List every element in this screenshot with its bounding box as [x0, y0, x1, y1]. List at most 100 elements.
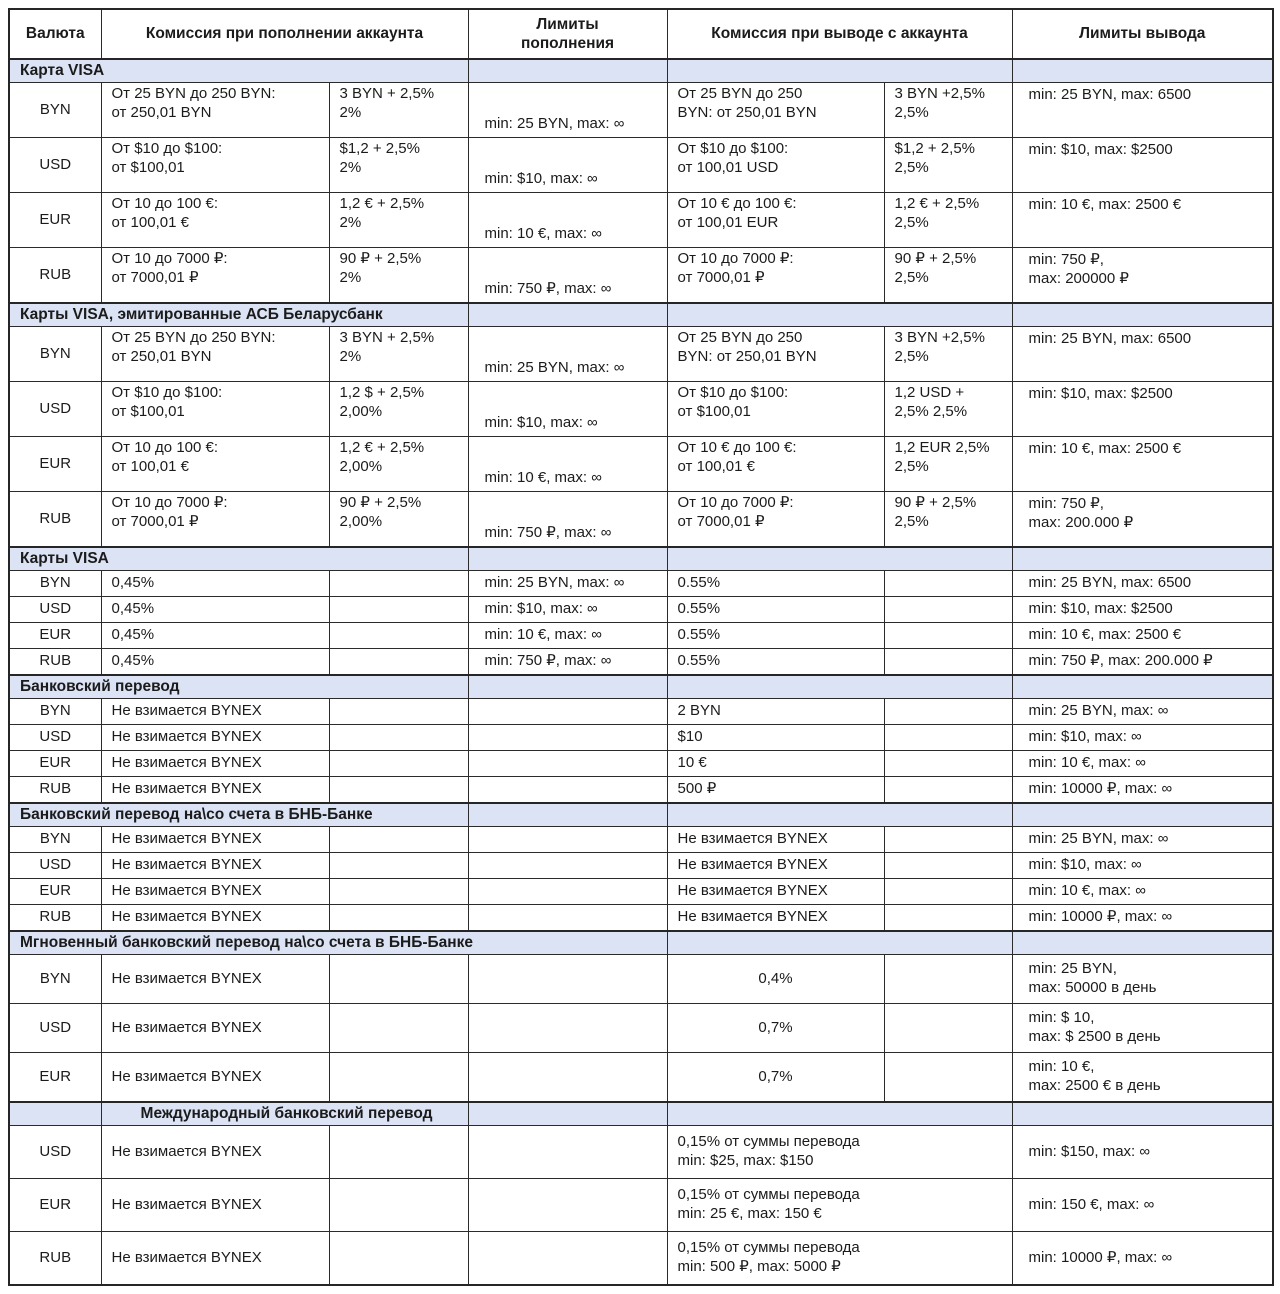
section-header-row: Международный банковский перевод	[8, 1101, 1274, 1126]
cell-withdraw-commission: 0,15% от суммы перевода min: $25, max: $…	[666, 1125, 1013, 1179]
section-blank-cell	[1011, 1101, 1274, 1126]
table-body: Карта VISA BYN От 25 BYN до 250 BYN: от 25…	[8, 58, 1274, 1286]
cell-currency: EUR	[8, 750, 102, 777]
cell-withdraw-commission: От 10 до 7000 ₽: от 7000,01 ₽	[666, 247, 885, 304]
cell-deposit-rate: 3 BYN + 2,5% 2%	[328, 82, 469, 138]
cell-deposit-limit	[467, 904, 668, 932]
table-row: USD Не взимается BYNEX 0,15% от суммы пере…	[8, 1125, 1274, 1179]
cell-deposit-commission: Не взимается BYNEX	[100, 750, 330, 777]
cell-deposit-rate	[328, 852, 469, 879]
cell-deposit-commission: Не взимается BYNEX	[100, 776, 330, 804]
cell-withdraw-limit: min: 750 ₽, max: 200000 ₽	[1011, 247, 1274, 304]
table-row: EUR От 10 до 100 €: от 100,01 €1,2 € + 2,…	[8, 436, 1274, 492]
cell-deposit-commission: Не взимается BYNEX	[100, 724, 330, 751]
cell-withdraw-commission: От 10 до 7000 ₽: от 7000,01 ₽	[666, 491, 885, 548]
cell-withdraw-rate: 1,2 USD + 2,5% 2,5%	[883, 381, 1013, 437]
cell-currency: BYN	[8, 82, 102, 138]
cell-deposit-rate	[328, 596, 469, 623]
section-header-row: Карты VISA, эмитированные АСБ Беларусбан…	[8, 302, 1274, 327]
cell-deposit-rate: 1,2 € + 2,5% 2%	[328, 192, 469, 248]
cell-deposit-commission: Не взимается BYNEX	[100, 1178, 330, 1232]
section-title: Карты VISA, эмитированные АСБ Беларусбан…	[8, 302, 469, 327]
cell-deposit-commission: От 10 до 100 €: от 100,01 €	[100, 436, 330, 492]
table-row: EUR От 10 до 100 €: от 100,01 €1,2 € + 2,…	[8, 192, 1274, 248]
table-row: EUR Не взимается BYNEX 10 € min: 10 €, max:…	[8, 750, 1274, 777]
cell-deposit-rate	[328, 648, 469, 676]
cell-deposit-commission: Не взимается BYNEX	[100, 826, 330, 853]
col-header-deposit-limits: Лимиты пополнения	[467, 8, 668, 60]
cell-withdraw-rate	[883, 698, 1013, 725]
cell-withdraw-commission: 0,7%	[666, 1052, 885, 1103]
cell-withdraw-limit: min: 750 ₽, max: 200.000 ₽	[1011, 491, 1274, 548]
cell-currency: BYN	[8, 954, 102, 1004]
cell-withdraw-limit: min: 25 BYN, max: ∞	[1011, 826, 1274, 853]
cell-deposit-commission: Не взимается BYNEX	[100, 698, 330, 725]
cell-withdraw-commission: 0.55%	[666, 622, 885, 649]
cell-currency: EUR	[8, 1178, 102, 1232]
section-title: Карты VISA	[8, 546, 469, 571]
cell-currency: EUR	[8, 878, 102, 905]
cell-withdraw-limit: min: 25 BYN, max: 6500	[1011, 82, 1274, 138]
cell-withdraw-rate	[883, 1052, 1013, 1103]
cell-deposit-commission: 0,45%	[100, 648, 330, 676]
table-row: USD От $10 до $100: от $100,01 $1,2 + 2,5%…	[8, 137, 1274, 193]
cell-deposit-commission: От 10 до 100 €: от 100,01 €	[100, 192, 330, 248]
cell-currency: RUB	[8, 491, 102, 548]
cell-withdraw-commission: От 10 € до 100 €: от 100,01 EUR	[666, 192, 885, 248]
cell-withdraw-rate	[883, 724, 1013, 751]
cell-deposit-rate	[328, 826, 469, 853]
cell-withdraw-rate	[883, 904, 1013, 932]
cell-deposit-limit	[467, 698, 668, 725]
section-blank-cell	[666, 58, 1013, 83]
fees-table: Валюта Комиссия при пополнении аккаунта …	[8, 8, 1275, 1286]
cell-withdraw-rate: 1,2 € + 2,5% 2,5%	[883, 192, 1013, 248]
cell-deposit-commission: Не взимается BYNEX	[100, 1052, 330, 1103]
section-blank-cell	[467, 674, 668, 699]
cell-currency: USD	[8, 381, 102, 437]
cell-withdraw-limit: min: 150 €, max: ∞	[1011, 1178, 1274, 1232]
cell-withdraw-rate	[883, 776, 1013, 804]
section-blank-cell	[1011, 674, 1274, 699]
section-blank-cell	[666, 802, 1013, 827]
section-blank-cell	[467, 802, 668, 827]
cell-withdraw-limit: min: 10000 ₽, max: ∞	[1011, 904, 1274, 932]
cell-withdraw-limit: min: $150, max: ∞	[1011, 1125, 1274, 1179]
cell-withdraw-limit: min: 10 €, max: 2500 €	[1011, 436, 1274, 492]
cell-currency: USD	[8, 1125, 102, 1179]
section-blank-cell	[1011, 802, 1274, 827]
cell-currency: EUR	[8, 192, 102, 248]
section-blank-cell	[1011, 302, 1274, 327]
cell-deposit-limit	[467, 776, 668, 804]
cell-withdraw-commission: 0.55%	[666, 596, 885, 623]
cell-deposit-rate: 90 ₽ + 2,5% 2%	[328, 247, 469, 304]
cell-deposit-limit: min: $10, max: ∞	[467, 381, 668, 437]
cell-deposit-rate	[328, 878, 469, 905]
table-row: USD От $10 до $100: от $100,01 1,2 $ + 2,5…	[8, 381, 1274, 437]
cell-withdraw-rate	[883, 648, 1013, 676]
table-row: USD Не взимается BYNEX $10 min: $10, max: ∞	[8, 724, 1274, 751]
cell-withdraw-commission: 0.55%	[666, 648, 885, 676]
cell-withdraw-commission: Не взимается BYNEX	[666, 878, 885, 905]
cell-withdraw-rate: 90 ₽ + 2,5% 2,5%	[883, 247, 1013, 304]
cell-deposit-rate	[328, 750, 469, 777]
cell-currency: EUR	[8, 622, 102, 649]
cell-withdraw-limit: min: $10, max: ∞	[1011, 852, 1274, 879]
table-row: BYN 0,45% min: 25 BYN, max: ∞ 0.55% min: 25 …	[8, 570, 1274, 597]
col-header-deposit-commission: Комиссия при пополнении аккаунта	[100, 8, 469, 60]
table-row: BYN От 25 BYN до 250 BYN: от 250,01 BYN 3 …	[8, 82, 1274, 138]
section-header-row: Мгновенный банковский перевод на\со счет…	[8, 930, 1274, 955]
cell-withdraw-limit: min: $10, max: $2500	[1011, 137, 1274, 193]
cell-currency: USD	[8, 137, 102, 193]
section-title: Международный банковский перевод	[100, 1101, 469, 1126]
cell-withdraw-limit: min: 25 BYN, max: 50000 в день	[1011, 954, 1274, 1004]
cell-withdraw-commission: Не взимается BYNEX	[666, 904, 885, 932]
section-blank-cell	[467, 58, 668, 83]
cell-currency: EUR	[8, 436, 102, 492]
cell-deposit-rate	[328, 1231, 469, 1286]
cell-deposit-rate	[328, 954, 469, 1004]
cell-deposit-limit: min: $10, max: ∞	[467, 596, 668, 623]
cell-withdraw-commission: 0,15% от суммы перевода min: 25 €, max: …	[666, 1178, 1013, 1232]
cell-deposit-commission: Не взимается BYNEX	[100, 878, 330, 905]
section-blank-cell	[1011, 546, 1274, 571]
cell-deposit-limit	[467, 878, 668, 905]
